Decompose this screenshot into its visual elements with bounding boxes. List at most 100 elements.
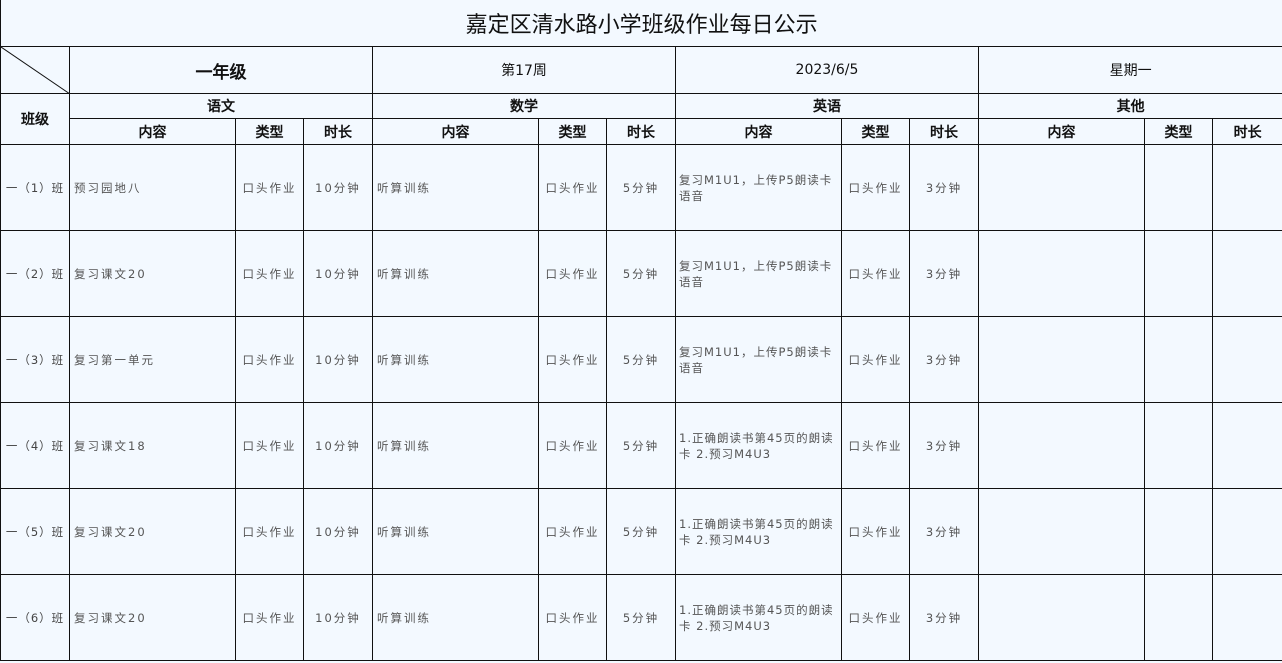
- math-duration: 5分钟: [606, 488, 676, 575]
- english-type: 口头作业: [841, 488, 910, 575]
- class-name: 一（6）班: [0, 574, 70, 661]
- math-duration: 5分钟: [606, 230, 676, 317]
- math-content: 听算训练: [372, 230, 539, 317]
- chinese-content: 复习课文18: [69, 402, 236, 489]
- page-title: 嘉定区清水路小学班级作业每日公示: [0, 0, 1282, 47]
- class-name: 一（3）班: [0, 316, 70, 403]
- chinese-duration: 10分钟: [303, 316, 373, 403]
- chinese-type: 口头作业: [235, 574, 304, 661]
- column-header-content: 内容: [978, 118, 1145, 145]
- table-row: 一（5）班 复习课文20 口头作业 10分钟 听算训练 口头作业 5分钟 1.正确朗读书第45…: [0, 488, 1282, 575]
- english-content: 1.正确朗读书第45页的朗读卡 2.预习M4U3: [675, 402, 842, 489]
- subject-header-math: 数学: [372, 93, 676, 119]
- chinese-content: 预习园地八: [69, 144, 236, 231]
- column-header-duration: 时长: [606, 118, 676, 145]
- column-header-content: 内容: [675, 118, 842, 145]
- chinese-type: 口头作业: [235, 230, 304, 317]
- table-row: 一（1）班 预习园地八 口头作业 10分钟 听算训练 口头作业 5分钟 复习M1U1，上传P5…: [0, 144, 1282, 231]
- chinese-type: 口头作业: [235, 402, 304, 489]
- math-duration: 5分钟: [606, 574, 676, 661]
- english-duration: 3分钟: [909, 144, 979, 231]
- subject-header-other: 其他: [977, 93, 1282, 119]
- english-content: 复习M1U1，上传P5朗读卡语音: [675, 144, 842, 231]
- column-header-content: 内容: [372, 118, 539, 145]
- chinese-content: 复习第一单元: [69, 316, 236, 403]
- chinese-duration: 10分钟: [303, 574, 373, 661]
- other-duration: [1211, 316, 1282, 403]
- other-type: [1144, 230, 1213, 317]
- class-column-header: 班级: [0, 93, 70, 145]
- chinese-content: 复习课文20: [69, 574, 236, 661]
- subject-header-english: 英语: [675, 93, 979, 119]
- other-content: [978, 574, 1145, 661]
- math-content: 听算训练: [372, 144, 539, 231]
- math-duration: 5分钟: [606, 144, 676, 231]
- table-row: 一（3）班 复习第一单元 口头作业 10分钟 听算训练 口头作业 5分钟 复习M1U1，上传P…: [0, 316, 1282, 403]
- english-content: 复习M1U1，上传P5朗读卡语音: [675, 230, 842, 317]
- column-header-type: 类型: [538, 118, 607, 145]
- column-header-duration: 时长: [1211, 118, 1282, 145]
- other-content: [978, 488, 1145, 575]
- math-duration: 5分钟: [606, 316, 676, 403]
- chinese-content: 复习课文20: [69, 230, 236, 317]
- english-duration: 3分钟: [909, 574, 979, 661]
- other-content: [978, 402, 1145, 489]
- class-name: 一（1）班: [0, 144, 70, 231]
- column-header-duration: 时长: [303, 118, 373, 145]
- other-duration: [1211, 402, 1282, 489]
- english-content: 1.正确朗读书第45页的朗读卡 2.预习M4U3: [675, 574, 842, 661]
- diagonal-header-cell: [0, 46, 70, 94]
- math-type: 口头作业: [538, 144, 607, 231]
- other-content: [978, 230, 1145, 317]
- math-content: 听算训练: [372, 574, 539, 661]
- english-type: 口头作业: [841, 402, 910, 489]
- other-type: [1144, 488, 1213, 575]
- grade-label: 一年级: [69, 46, 373, 94]
- class-name: 一（2）班: [0, 230, 70, 317]
- chinese-type: 口头作业: [235, 144, 304, 231]
- math-type: 口头作业: [538, 230, 607, 317]
- table-row: 一（6）班 复习课文20 口头作业 10分钟 听算训练 口头作业 5分钟 1.正确朗读书第45…: [0, 574, 1282, 661]
- week-label: 第17周: [372, 46, 676, 94]
- table-row: 一（2）班 复习课文20 口头作业 10分钟 听算训练 口头作业 5分钟 复习M1U1，上传P…: [0, 230, 1282, 317]
- math-type: 口头作业: [538, 488, 607, 575]
- math-content: 听算训练: [372, 402, 539, 489]
- english-duration: 3分钟: [909, 402, 979, 489]
- other-type: [1144, 402, 1213, 489]
- chinese-duration: 10分钟: [303, 230, 373, 317]
- subject-header-chinese: 语文: [69, 93, 373, 119]
- column-header-type: 类型: [1144, 118, 1213, 145]
- class-name: 一（4）班: [0, 402, 70, 489]
- table-row: 一（4）班 复习课文18 口头作业 10分钟 听算训练 口头作业 5分钟 1.正确朗读书第45…: [0, 402, 1282, 489]
- class-name: 一（5）班: [0, 488, 70, 575]
- english-type: 口头作业: [841, 230, 910, 317]
- math-duration: 5分钟: [606, 402, 676, 489]
- column-header-type: 类型: [235, 118, 304, 145]
- date-label: 2023/6/5: [675, 46, 979, 94]
- other-type: [1144, 316, 1213, 403]
- other-type: [1144, 574, 1213, 661]
- math-content: 听算训练: [372, 488, 539, 575]
- other-content: [978, 316, 1145, 403]
- other-duration: [1211, 230, 1282, 317]
- chinese-duration: 10分钟: [303, 402, 373, 489]
- math-type: 口头作业: [538, 316, 607, 403]
- other-content: [978, 144, 1145, 231]
- weekday-label: 星期一: [977, 46, 1282, 94]
- math-type: 口头作业: [538, 574, 607, 661]
- english-duration: 3分钟: [909, 488, 979, 575]
- chinese-content: 复习课文20: [69, 488, 236, 575]
- chinese-type: 口头作业: [235, 316, 304, 403]
- chinese-duration: 10分钟: [303, 144, 373, 231]
- math-content: 听算训练: [372, 316, 539, 403]
- column-header-duration: 时长: [909, 118, 979, 145]
- english-content: 1.正确朗读书第45页的朗读卡 2.预习M4U3: [675, 488, 842, 575]
- other-type: [1144, 144, 1213, 231]
- math-type: 口头作业: [538, 402, 607, 489]
- english-type: 口头作业: [841, 316, 910, 403]
- english-type: 口头作业: [841, 574, 910, 661]
- chinese-type: 口头作业: [235, 488, 304, 575]
- other-duration: [1211, 488, 1282, 575]
